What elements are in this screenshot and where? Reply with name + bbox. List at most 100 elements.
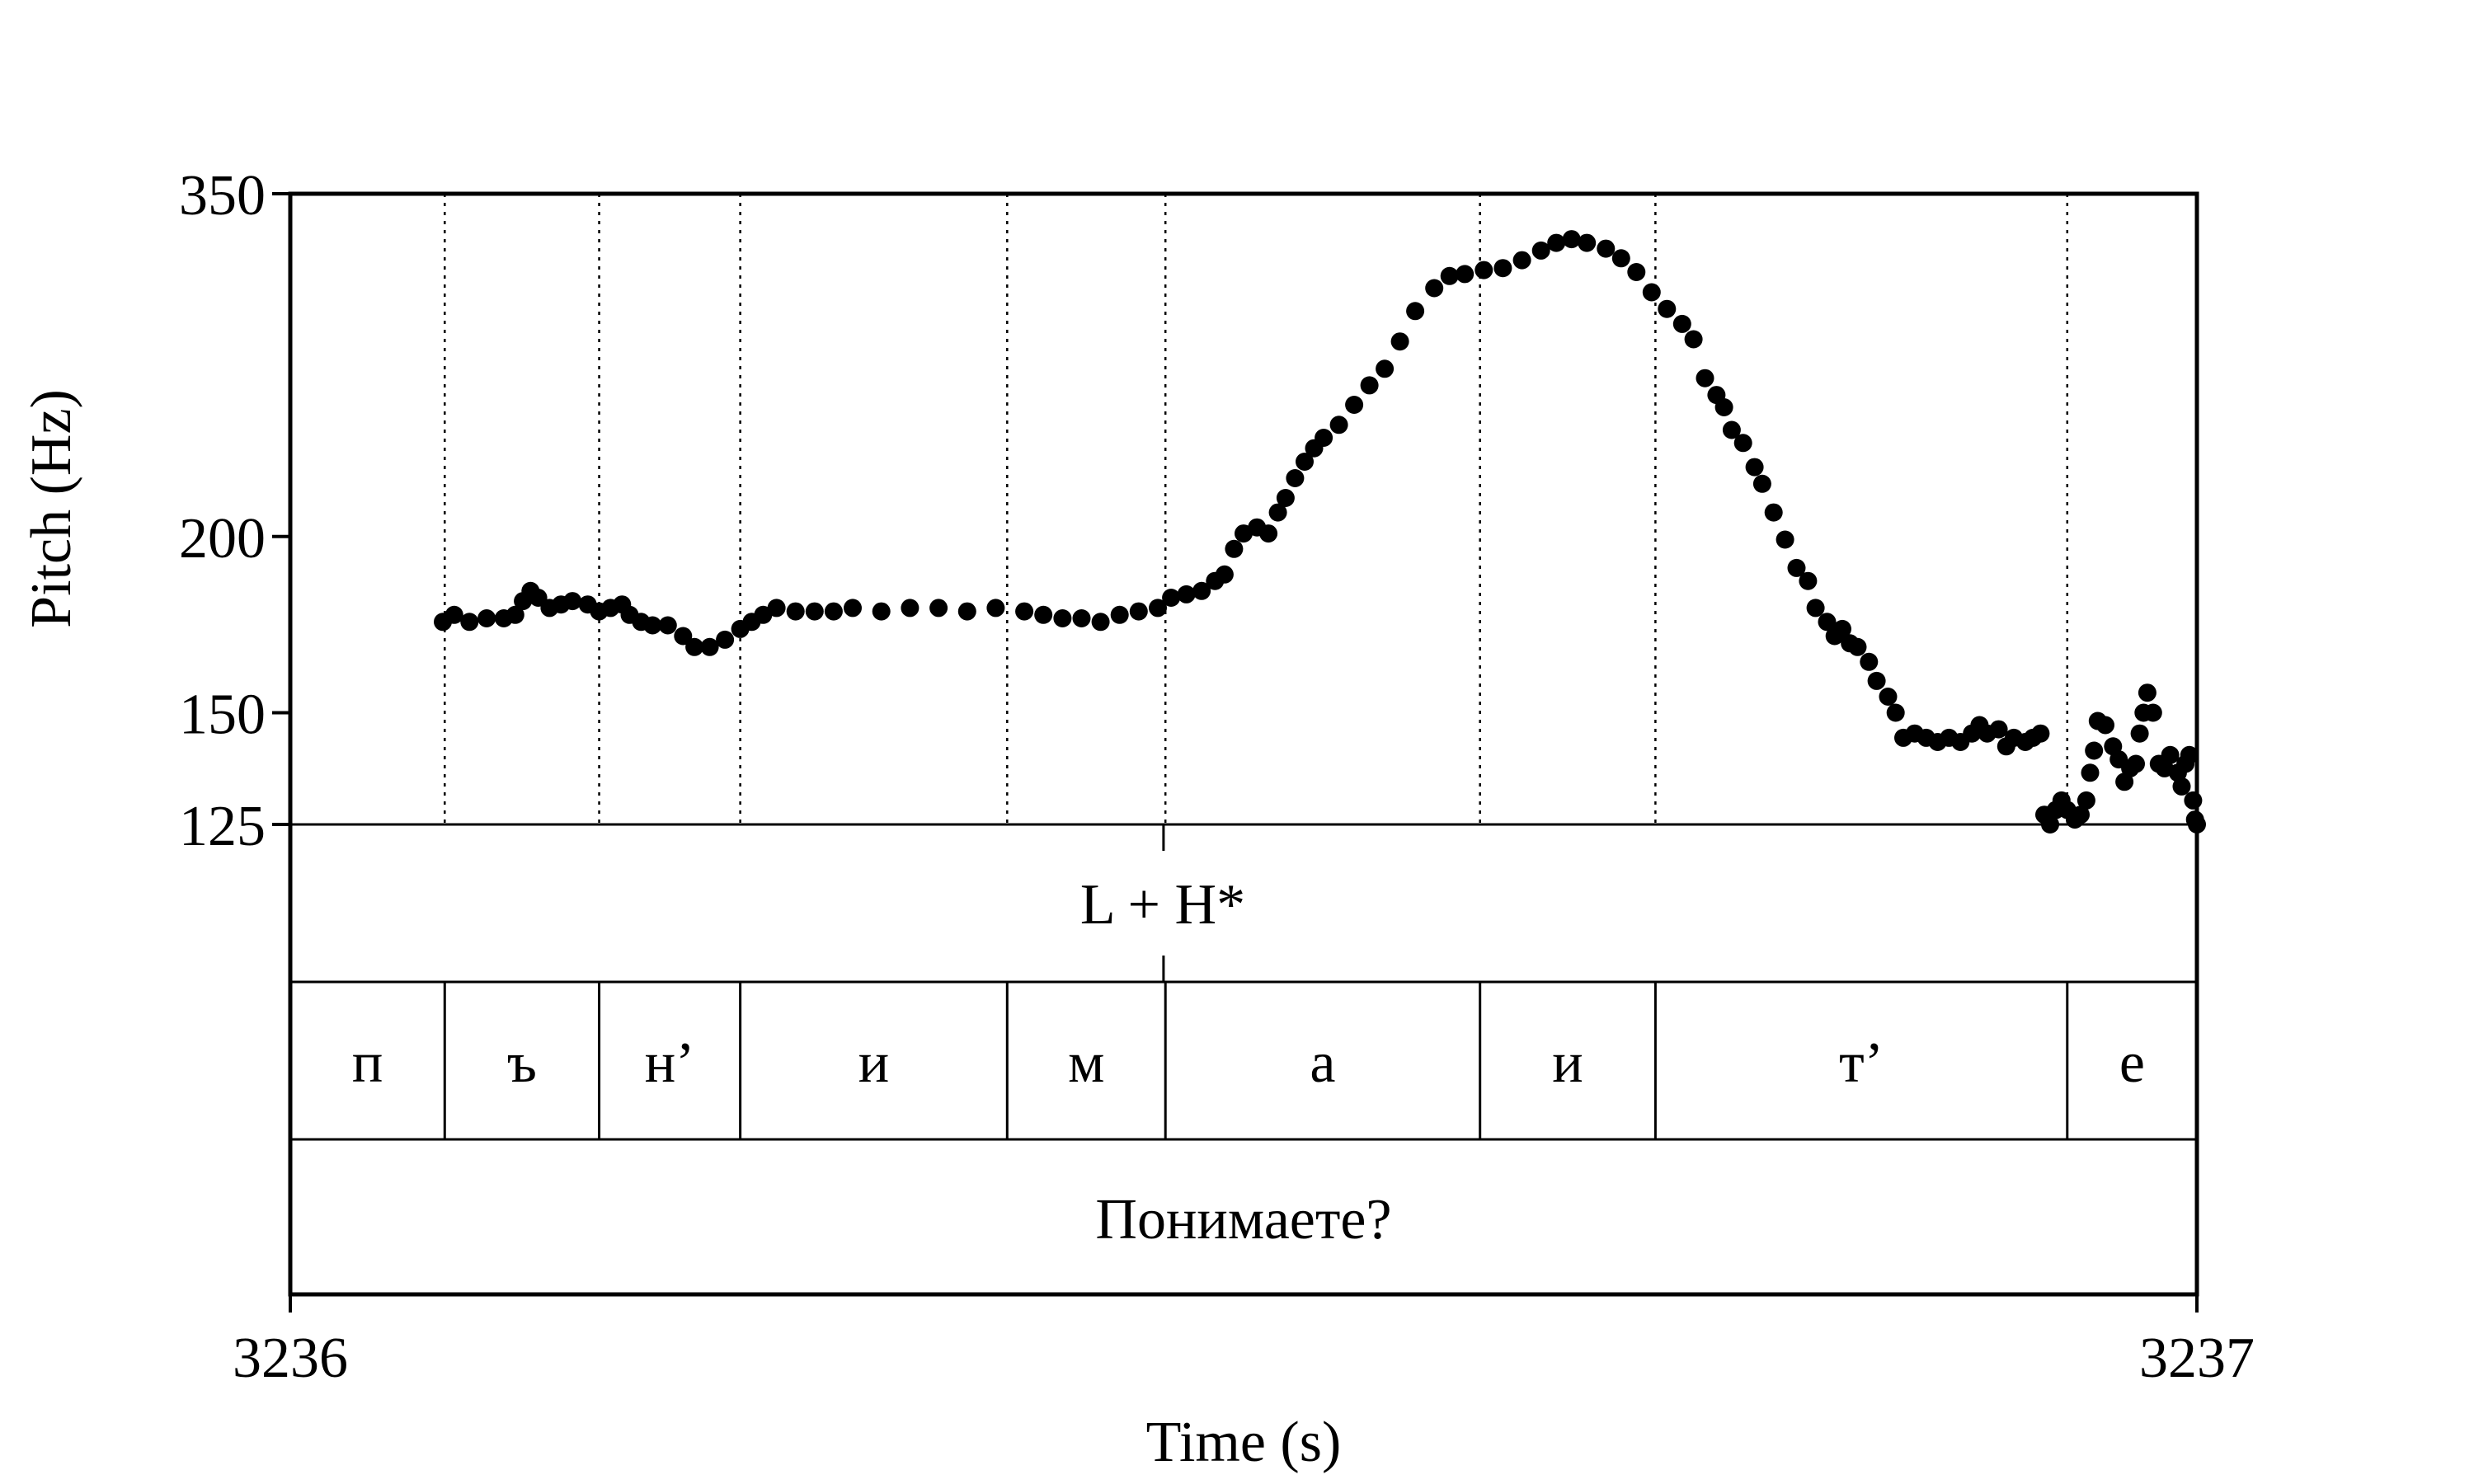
- pitch-point: [1406, 302, 1425, 321]
- pitch-point: [2161, 745, 2180, 764]
- x-axis-label: Time (s): [1146, 1411, 1342, 1474]
- pitch-point: [1879, 688, 1898, 706]
- pitch-point: [1162, 589, 1181, 607]
- pitch-point: [2077, 791, 2095, 810]
- pitch-point: [1745, 458, 1764, 477]
- pitch-point: [1818, 613, 1837, 632]
- pitch-point: [1475, 261, 1493, 279]
- pitch-point: [1799, 571, 1818, 590]
- pitch-point: [2130, 724, 2149, 743]
- plot-frame: [288, 191, 2199, 1297]
- pitch-point: [1053, 609, 1072, 627]
- pitch-point: [563, 592, 582, 611]
- pitch-point: [1848, 637, 1867, 656]
- pitch-point: [1787, 558, 1806, 577]
- pitch-point: [1531, 241, 1550, 260]
- x-tick-label: 3237: [2139, 1327, 2255, 1390]
- pitch-point: [1276, 489, 1295, 507]
- pitch-point: [1286, 469, 1305, 487]
- pitch-point: [1456, 265, 1475, 284]
- tone-tier: L + H*: [1080, 824, 1245, 982]
- pitch-point: [1091, 613, 1110, 632]
- pitch-point: [1376, 359, 1395, 378]
- pitch-point: [1776, 530, 1794, 549]
- pitch-point: [1867, 671, 1886, 690]
- segment-label: т’: [1839, 1031, 1884, 1095]
- y-tick-label: 350: [179, 164, 266, 228]
- segment-label: а: [1310, 1031, 1335, 1095]
- segment-label: н’: [645, 1031, 695, 1095]
- y-tick-label: 125: [179, 795, 266, 858]
- pitch-point: [1268, 503, 1287, 522]
- pitch-point: [872, 602, 891, 621]
- pitch-point: [929, 599, 948, 618]
- pitch-point: [1129, 602, 1148, 621]
- pitch-point: [1658, 299, 1677, 318]
- pitch-point: [460, 613, 479, 632]
- pitch-point: [2081, 763, 2100, 782]
- pitch-point: [1562, 230, 1581, 249]
- pitch-point: [1547, 233, 1566, 252]
- pitch-point: [1493, 259, 1512, 278]
- pitch-point: [1192, 581, 1211, 600]
- pitch-points: [434, 230, 2206, 834]
- pitch-point: [2096, 716, 2114, 735]
- pitch-point: [2143, 703, 2162, 722]
- pitch-point: [1015, 602, 1034, 621]
- pitch-point: [658, 616, 677, 635]
- pitch-point: [1149, 599, 1167, 618]
- pitch-point: [1627, 263, 1646, 281]
- pitch-point: [1752, 474, 1771, 493]
- pitch-point: [901, 599, 920, 618]
- pitch-point: [643, 616, 662, 635]
- pitch-point: [674, 627, 693, 646]
- pitch-point: [844, 599, 862, 618]
- pitch-point: [2180, 745, 2199, 764]
- segment-boundary-gridlines: [444, 194, 2069, 824]
- pitch-point: [1360, 376, 1379, 395]
- pitch-point: [1329, 416, 1348, 434]
- pitch-point: [1315, 429, 1333, 447]
- pitch-point: [477, 609, 496, 627]
- pitch-point: [1672, 314, 1691, 333]
- pitch-point: [1806, 599, 1825, 618]
- pitch-point: [2085, 741, 2104, 760]
- pitch-point: [824, 602, 843, 621]
- pitch-point: [1034, 605, 1053, 624]
- segment-label: м: [1068, 1031, 1104, 1095]
- segment-label: е: [2119, 1031, 2145, 1095]
- segment-label: ъ: [507, 1031, 537, 1095]
- pitch-point: [1259, 524, 1278, 543]
- pitch-point: [957, 602, 976, 621]
- pitch-point: [2172, 777, 2191, 796]
- pitch-point: [1345, 396, 1364, 414]
- pitch-point: [716, 630, 735, 649]
- pitch-point: [1764, 503, 1783, 522]
- pitch-point: [1597, 239, 1616, 258]
- pitch-point: [805, 602, 824, 621]
- y-tick-label: 150: [179, 683, 266, 747]
- pitch-point: [786, 602, 805, 621]
- x-axis: 3236 3237: [233, 1294, 2255, 1390]
- pitch-point: [2138, 683, 2157, 702]
- pitch-point: [1733, 434, 1752, 453]
- x-tick-label: 3236: [233, 1327, 348, 1390]
- segment-label: и: [1552, 1031, 1583, 1095]
- tone-label: L + H*: [1080, 873, 1245, 937]
- pitch-point: [1833, 619, 1851, 638]
- pitch-point: [506, 605, 524, 624]
- pitch-point: [444, 605, 463, 624]
- segment-label: п: [352, 1031, 383, 1095]
- pitch-point: [1440, 266, 1459, 285]
- pitch-point: [1886, 703, 1905, 722]
- pitch-point: [685, 637, 704, 656]
- pitch-point: [754, 605, 773, 624]
- pitch-point: [2127, 754, 2145, 773]
- pitch-point: [1215, 565, 1234, 584]
- pitch-point: [1642, 283, 1661, 302]
- word-label: Понимаете?: [1095, 1188, 1391, 1252]
- segment-tier: п ъ н’ и м а и т’ е: [352, 982, 2145, 1139]
- pitch-point: [1714, 398, 1733, 416]
- pitch-point: [1722, 420, 1741, 439]
